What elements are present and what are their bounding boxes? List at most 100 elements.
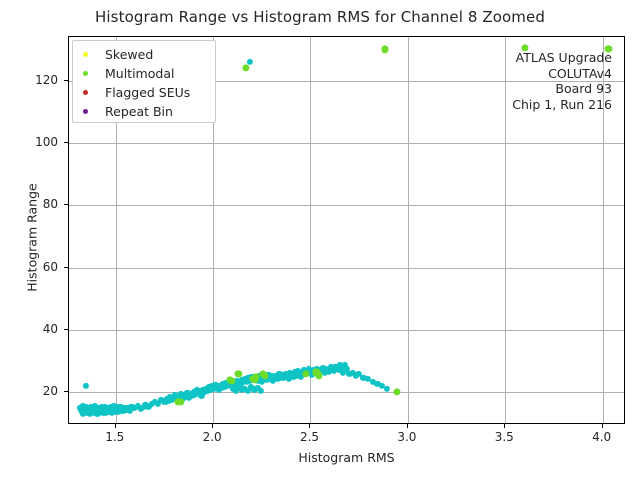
data-point <box>355 371 362 378</box>
data-point <box>210 385 217 392</box>
x-tick <box>212 424 214 428</box>
data-point <box>196 388 203 395</box>
data-point <box>319 364 327 372</box>
y-tick <box>64 141 68 143</box>
y-gridline <box>69 329 624 331</box>
data-point <box>243 378 250 385</box>
legend-label: Flagged SEUs <box>105 85 191 100</box>
data-point <box>293 372 300 379</box>
data-point <box>313 365 320 372</box>
y-tick-label: 40 <box>42 321 58 336</box>
annotation-line: COLUTAv4 <box>548 65 612 81</box>
data-point <box>184 389 191 396</box>
x-tick-label: 2.5 <box>299 430 320 444</box>
data-point <box>257 387 264 394</box>
data-point <box>349 369 356 377</box>
data-point <box>238 386 246 393</box>
data-point <box>265 371 272 378</box>
data-point <box>198 392 205 399</box>
x-tick-label: 1.5 <box>105 430 125 444</box>
y-tick-label: 80 <box>42 197 58 212</box>
data-point <box>215 387 222 394</box>
data-point <box>235 384 242 391</box>
x-gridline <box>505 37 507 423</box>
data-point <box>280 374 288 381</box>
legend-label: Skewed <box>105 47 154 62</box>
data-point <box>145 403 152 410</box>
x-axis-title: Histogram RMS <box>298 450 395 465</box>
x-tick-label: 3.0 <box>397 430 417 444</box>
data-point <box>330 367 337 374</box>
data-point <box>341 361 348 368</box>
data-point <box>131 405 138 412</box>
y-tick <box>64 391 68 393</box>
y-gridline <box>69 142 624 144</box>
data-point <box>246 58 253 66</box>
data-point <box>521 44 529 52</box>
x-tick <box>406 424 408 428</box>
data-point <box>178 391 185 398</box>
data-point <box>126 407 133 414</box>
data-point <box>82 382 89 390</box>
data-point <box>270 377 277 384</box>
y-tick-label: 100 <box>35 134 58 149</box>
y-gridline <box>69 205 624 207</box>
data-point <box>263 376 270 383</box>
data-point <box>335 367 342 374</box>
data-point <box>340 369 347 376</box>
data-point <box>241 385 249 392</box>
data-point <box>308 371 316 378</box>
data-point <box>165 397 172 405</box>
data-point <box>296 370 303 377</box>
x-tick-label: 4.0 <box>592 430 612 444</box>
data-point <box>240 379 247 386</box>
data-point <box>237 381 244 388</box>
x-gridline <box>407 37 409 423</box>
annotation-line: Chip 1, Run 216 <box>512 96 612 112</box>
data-point <box>291 368 298 375</box>
data-point <box>305 366 313 373</box>
data-point <box>232 387 239 394</box>
data-point <box>343 366 350 373</box>
data-point <box>393 388 401 396</box>
legend-item-multimodal[interactable]: Multimodal <box>73 64 215 83</box>
data-point <box>346 370 353 377</box>
x-tick <box>601 424 603 428</box>
y-gridline <box>69 392 624 394</box>
x-gridline <box>602 37 604 423</box>
data-point <box>185 394 193 401</box>
y-tick-label: 120 <box>35 72 58 87</box>
data-point <box>137 406 144 413</box>
x-gridline <box>213 37 215 423</box>
x-tick <box>114 424 116 428</box>
data-point <box>326 368 333 375</box>
data-point <box>257 374 264 382</box>
legend-item-repeat-bin[interactable]: Repeat Bin <box>73 102 215 121</box>
data-point <box>134 403 141 410</box>
data-point <box>276 371 283 378</box>
data-point <box>254 385 261 392</box>
legend-marker-icon <box>83 71 88 76</box>
data-point <box>274 376 281 383</box>
y-tick-label: 60 <box>42 259 58 274</box>
annotation-line: ATLAS Upgrade <box>515 50 612 65</box>
data-point <box>374 380 381 387</box>
data-point <box>301 367 308 374</box>
data-point <box>338 364 345 371</box>
data-point <box>201 389 208 396</box>
y-tick-label: 20 <box>42 384 58 399</box>
data-point <box>261 372 269 380</box>
data-point <box>379 382 386 390</box>
legend-item-skewed[interactable]: Skewed <box>73 45 215 64</box>
data-point <box>369 378 376 385</box>
data-point <box>245 387 252 395</box>
y-tick <box>64 266 68 268</box>
data-point <box>268 373 275 380</box>
y-gridline <box>69 267 624 269</box>
y-axis-title: Histogram Range <box>24 183 40 292</box>
legend-item-flagged-seus[interactable]: Flagged SEUs <box>73 83 215 102</box>
data-point <box>151 398 158 405</box>
data-point <box>251 386 258 393</box>
data-point <box>315 371 323 380</box>
